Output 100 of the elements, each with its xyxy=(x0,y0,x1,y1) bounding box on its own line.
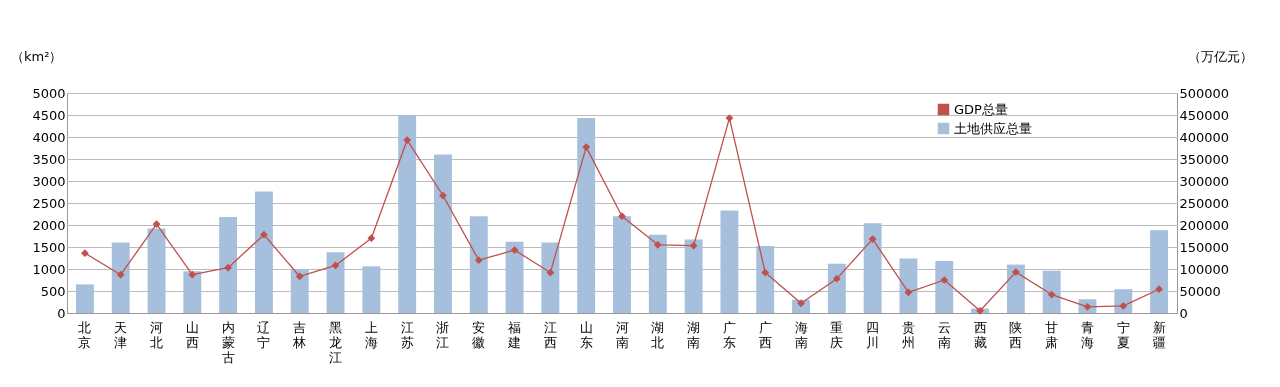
bar xyxy=(720,210,739,313)
y2-tick-label: 450000 xyxy=(1179,107,1230,123)
y2-tick-label: 50000 xyxy=(1179,283,1221,299)
x-tick-label: 福建 xyxy=(507,319,522,350)
x-tick-label: 吉林 xyxy=(292,319,307,350)
x-tick-label: 黑龙江 xyxy=(329,319,343,365)
point xyxy=(832,274,841,283)
y-tick-label: 0 xyxy=(57,305,66,321)
y2-tick-label: 350000 xyxy=(1179,151,1230,167)
point xyxy=(510,246,519,254)
x-tick-label: 天津 xyxy=(114,319,128,350)
y2-tick-label: 100000 xyxy=(1179,261,1230,277)
bar xyxy=(219,217,238,313)
y2-tick-label: 500000 xyxy=(1179,85,1230,101)
x-tick-label: 海南 xyxy=(794,319,808,350)
x-tick-label: 青海 xyxy=(1080,319,1094,350)
bar xyxy=(827,263,846,313)
bar xyxy=(254,191,273,313)
x-tick-label: 重庆 xyxy=(830,319,844,350)
x-tick-label: 浙江 xyxy=(436,319,450,350)
point xyxy=(367,234,376,243)
x-tick-label: 西藏 xyxy=(973,319,987,350)
x-tick-label: 安徽 xyxy=(472,319,486,350)
point xyxy=(725,114,734,122)
y-tick-label: 3500 xyxy=(32,151,66,167)
x-tick-label: 上海 xyxy=(364,319,378,350)
x-tick-label: 新疆 xyxy=(1152,319,1166,350)
point xyxy=(868,235,877,243)
bar xyxy=(147,228,166,313)
y-tick-label: 2500 xyxy=(32,195,66,211)
bar xyxy=(756,246,775,313)
point xyxy=(976,306,984,315)
bar xyxy=(469,216,488,313)
point xyxy=(295,272,304,281)
y-axis-title: （km²） xyxy=(11,48,63,64)
x-tick-label: 山东 xyxy=(579,319,593,350)
bar xyxy=(362,266,381,313)
bar xyxy=(434,154,452,313)
x-tick-label: 陕西 xyxy=(1009,319,1023,350)
x-tick-label: 湖南 xyxy=(687,319,701,350)
bar xyxy=(684,239,703,313)
y-tick-label: 4000 xyxy=(32,129,66,145)
point xyxy=(618,212,626,221)
x-tick-label: 广东 xyxy=(722,319,736,350)
bar xyxy=(398,115,417,313)
point xyxy=(582,143,591,151)
point xyxy=(1012,268,1020,276)
point xyxy=(152,220,161,228)
bar xyxy=(1150,230,1169,313)
bar xyxy=(648,234,667,313)
point xyxy=(188,270,197,279)
point xyxy=(940,276,949,284)
x-tick-label: 河北 xyxy=(150,319,164,350)
point xyxy=(116,270,125,279)
bar xyxy=(1006,264,1025,313)
bar xyxy=(75,284,94,313)
x-tick-label: 甘肃 xyxy=(1045,319,1059,350)
point xyxy=(260,230,268,239)
bar xyxy=(863,223,882,313)
point xyxy=(81,249,89,258)
y2-tick-label: 300000 xyxy=(1179,173,1230,189)
x-tick-label: 内蒙古 xyxy=(221,319,235,365)
x-tick-label: 江西 xyxy=(543,319,557,350)
legend-label: 土地供应总量 xyxy=(954,120,1032,136)
bar xyxy=(577,118,596,313)
point xyxy=(761,268,770,277)
y2-tick-label: 200000 xyxy=(1179,217,1230,233)
x-tick-label: 江苏 xyxy=(400,319,414,350)
bar xyxy=(1042,270,1061,313)
point xyxy=(546,268,555,277)
point xyxy=(474,256,483,265)
bar xyxy=(935,261,954,313)
point xyxy=(1155,285,1163,294)
x-tick-label: 广西 xyxy=(758,319,772,350)
x-tick-label: 北京 xyxy=(78,319,92,350)
bar xyxy=(899,258,918,313)
y-tick-label: 2000 xyxy=(32,217,66,233)
y-tick-label: 1000 xyxy=(32,261,66,277)
x-tick-label: 宁夏 xyxy=(1116,319,1130,350)
bar xyxy=(613,216,631,313)
x-tick-label: 四川 xyxy=(866,319,880,350)
point xyxy=(439,191,447,200)
bar xyxy=(183,271,202,313)
legend-label: GDP总量 xyxy=(954,101,1008,117)
x-tick-label: 辽宁 xyxy=(257,319,271,350)
x-tick-label: 云南 xyxy=(937,319,951,350)
y-tick-label: 3000 xyxy=(32,173,66,189)
y2-tick-label: 250000 xyxy=(1179,195,1230,211)
y-tick-label: 1500 xyxy=(32,239,66,255)
y2-axis-title: （万亿元） xyxy=(1187,48,1253,64)
point xyxy=(403,136,412,144)
point xyxy=(904,288,913,297)
point xyxy=(1047,290,1056,299)
bar xyxy=(505,241,524,313)
y-tick-label: 500 xyxy=(40,283,66,299)
x-tick-label: 贵州 xyxy=(901,319,915,350)
point xyxy=(689,241,698,250)
y2-tick-label: 400000 xyxy=(1179,129,1230,145)
bar xyxy=(326,252,345,313)
y2-tick-label: 0 xyxy=(1179,305,1188,321)
